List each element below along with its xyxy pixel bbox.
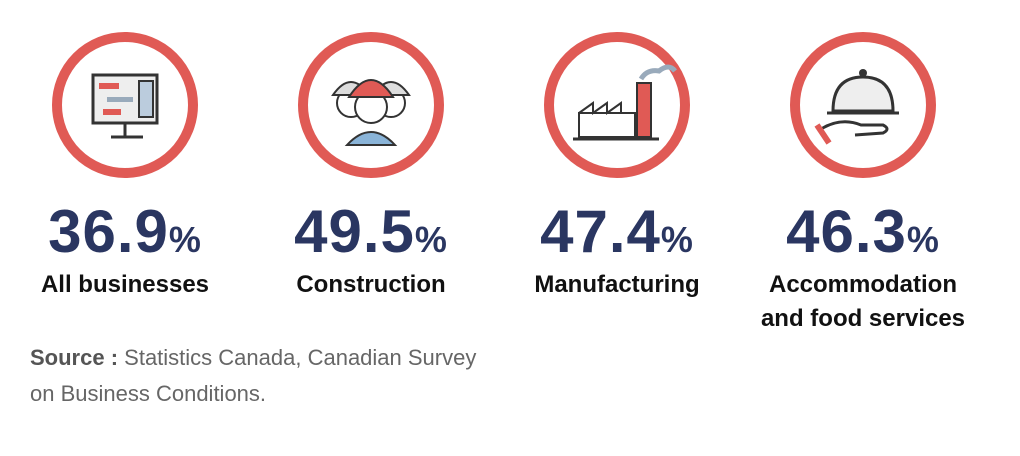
icon [298, 32, 444, 178]
item: 49.5% Construction [246, 30, 496, 302]
percent-value: 49.5 [294, 198, 415, 265]
label-line: Construction [296, 271, 446, 298]
item: 47.4% Manufacturing [492, 30, 742, 302]
label: Accommodation and food services [738, 268, 988, 336]
percent: 46.3% [738, 202, 988, 270]
source-heading: Source : [30, 345, 119, 370]
label: Manufacturing [492, 268, 742, 302]
label: All businesses [0, 268, 250, 302]
source: Source : Statistics Canada, Canadian Sur… [30, 340, 476, 412]
label-line: Manufacturing [534, 271, 700, 298]
icon-art [91, 73, 159, 139]
label-line: Accommodation [768, 271, 957, 298]
percent-value: 47.4 [540, 198, 661, 265]
icon [790, 32, 936, 178]
percent-unit: % [168, 219, 202, 260]
label-line: and food services [760, 305, 966, 332]
label-line: All businesses [40, 271, 210, 298]
label: Construction [246, 268, 496, 302]
percent-value: 46.3 [786, 198, 907, 265]
icon [544, 32, 690, 178]
percent-value: 36.9 [48, 198, 169, 265]
percent-unit: % [414, 219, 448, 260]
source-text: Statistics Canada, Canadian Survey [124, 345, 477, 370]
icon-art [814, 69, 899, 145]
percent-unit: % [660, 219, 694, 260]
source-line: on Business Conditions. [30, 381, 267, 406]
source-line: Source : Statistics Canada, Canadian Sur… [30, 340, 476, 376]
icon [52, 32, 198, 178]
percent: 49.5% [246, 202, 496, 270]
percent: 36.9% [0, 202, 250, 270]
icon-art [331, 79, 411, 146]
icon-art [573, 64, 677, 141]
item: 36.9% All businesses [0, 30, 250, 302]
item: 46.3% Accommodation and food services [738, 30, 988, 336]
percent-unit: % [906, 219, 940, 260]
percent: 47.4% [492, 202, 742, 270]
